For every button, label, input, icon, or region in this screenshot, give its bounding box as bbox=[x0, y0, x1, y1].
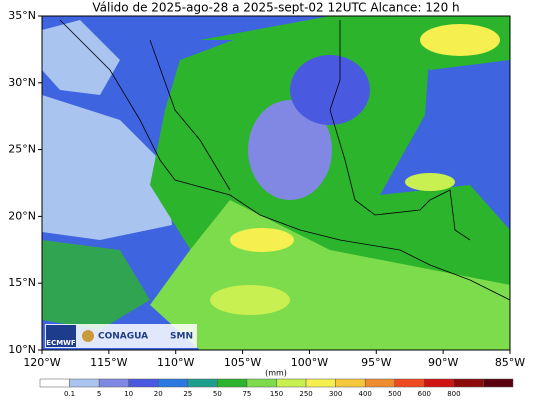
lon-label: 120°W bbox=[23, 356, 60, 369]
colorbar-label: 10 bbox=[124, 390, 133, 398]
colorbar-swatch bbox=[483, 378, 514, 388]
conagua-logo: CONAGUA bbox=[98, 332, 148, 342]
smn-logo: SMN bbox=[170, 332, 193, 342]
colorbar-swatch bbox=[276, 378, 307, 388]
colorbar-label: 25 bbox=[183, 390, 192, 398]
colorbar-label: 20 bbox=[154, 390, 163, 398]
colorbar-swatch bbox=[158, 378, 189, 388]
lon-label: 115°W bbox=[90, 356, 127, 369]
colorbar-swatch bbox=[39, 378, 70, 388]
lon-label: 90°W bbox=[428, 356, 458, 369]
lat-label: 15°N bbox=[8, 276, 36, 289]
colorbar-swatch bbox=[98, 378, 129, 388]
lon-label: 110°W bbox=[157, 356, 194, 369]
colorbar-swatch bbox=[335, 378, 366, 388]
colorbar-swatch bbox=[364, 378, 395, 388]
lat-label: 25°N bbox=[8, 143, 36, 156]
colorbar-swatch bbox=[69, 378, 100, 388]
colorbar-swatch bbox=[217, 378, 248, 388]
colorbar-label: 50 bbox=[213, 390, 222, 398]
map-frame bbox=[41, 15, 511, 351]
colorbar-label: 5 bbox=[97, 390, 101, 398]
lon-label: 100°W bbox=[291, 356, 328, 369]
lat-label: 35°N bbox=[8, 9, 36, 22]
colorbar-swatch bbox=[128, 378, 159, 388]
lon-label: 105°W bbox=[224, 356, 261, 369]
colorbar-swatch bbox=[453, 378, 484, 388]
colorbar-swatch bbox=[246, 378, 277, 388]
colorbar-label: 500 bbox=[388, 390, 401, 398]
lat-label: 10°N bbox=[8, 343, 36, 356]
colorbar-swatch bbox=[305, 378, 336, 388]
colorbar-label: 250 bbox=[299, 390, 312, 398]
colorbar-unit: (mm) bbox=[265, 369, 287, 378]
map: ECMWF CONAGUA SMN bbox=[42, 16, 510, 350]
colorbar-swatch bbox=[424, 378, 455, 388]
colorbar-label: 300 bbox=[329, 390, 342, 398]
lat-label: 20°N bbox=[8, 209, 36, 222]
colorbar-label: 600 bbox=[418, 390, 431, 398]
lon-label: 95°W bbox=[361, 356, 391, 369]
colorbar-label: 150 bbox=[270, 390, 283, 398]
ecmwf-logo: ECMWF bbox=[46, 339, 76, 347]
colorbar-swatch bbox=[187, 378, 218, 388]
colorbar-label: 400 bbox=[359, 390, 372, 398]
title: Válido de 2025-ago-28 a 2025-sept-02 12U… bbox=[92, 1, 459, 15]
colorbar-label: 800 bbox=[447, 390, 460, 398]
lon-label: 85°W bbox=[495, 356, 525, 369]
colorbar-swatch bbox=[394, 378, 425, 388]
lat-label: 30°N bbox=[8, 76, 36, 89]
colorbar-label: 0.1 bbox=[64, 390, 75, 398]
colorbar-label: 75 bbox=[242, 390, 251, 398]
